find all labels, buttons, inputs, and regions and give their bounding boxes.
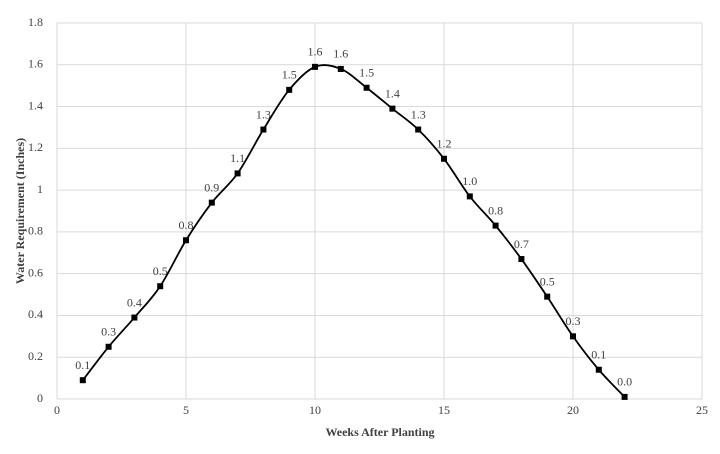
marker	[208, 199, 215, 206]
x-axis-title: Weeks After Planting	[325, 425, 434, 439]
marker	[234, 170, 241, 177]
marker	[621, 393, 628, 400]
x-tick-label: 25	[696, 403, 708, 417]
marker	[337, 65, 344, 72]
y-tick-label: 0	[37, 391, 43, 405]
data-label: 1.0	[462, 174, 477, 188]
data-label: 1.3	[411, 107, 426, 121]
marker	[157, 283, 164, 290]
data-label: 1.5	[359, 66, 374, 80]
data-label: 0.5	[153, 264, 168, 278]
data-label: 1.1	[230, 151, 245, 165]
data-label: 0.1	[75, 358, 90, 372]
marker	[286, 86, 293, 93]
data-label: 0.3	[566, 314, 581, 328]
x-tick-label: 15	[438, 403, 450, 417]
marker	[260, 126, 267, 133]
marker	[415, 126, 422, 133]
marker	[79, 377, 86, 384]
marker	[518, 256, 525, 263]
data-label: 0.5	[540, 274, 555, 288]
data-label: 1.2	[437, 137, 452, 151]
y-tick-label: 0.4	[28, 307, 43, 321]
data-label: 0.1	[591, 348, 606, 362]
data-label: 1.5	[282, 68, 297, 82]
marker	[466, 193, 473, 200]
marker	[363, 84, 370, 91]
data-label: 0.0	[617, 375, 632, 389]
marker	[595, 366, 602, 373]
data-label: 0.4	[127, 295, 142, 309]
marker	[131, 314, 138, 321]
marker	[183, 237, 189, 244]
y-tick-label: 1.2	[28, 140, 43, 154]
marker	[105, 343, 112, 350]
marker	[570, 333, 576, 340]
y-tick-label: 1.8	[28, 15, 43, 29]
data-label: 1.4	[385, 86, 400, 100]
y-tick-label: 1.6	[28, 57, 43, 71]
marker	[492, 222, 499, 229]
y-tick-label: 1.4	[28, 98, 43, 112]
data-label: 1.6	[333, 47, 348, 61]
x-tick-label: 0	[54, 403, 60, 417]
marker	[544, 293, 551, 300]
y-tick-label: 1	[37, 182, 43, 196]
line	[82, 64, 626, 398]
y-tick-label: 0.8	[28, 224, 43, 238]
data-label: 1.3	[256, 107, 271, 121]
x-tick-label: 20	[567, 403, 579, 417]
data-label: 0.7	[514, 237, 529, 251]
x-tick-label: 5	[183, 403, 189, 417]
y-tick-label: 0.2	[28, 349, 43, 363]
y-tick-label: 0.6	[28, 265, 43, 279]
data-label: 0.3	[101, 325, 116, 339]
marker	[441, 155, 447, 162]
data-label: 0.8	[488, 203, 503, 217]
marker	[389, 105, 396, 112]
data-label: 0.9	[204, 180, 219, 194]
y-axis-title: Water Requirement (Inches)	[13, 138, 27, 284]
data-label: 1.6	[308, 45, 323, 59]
x-tick-label: 10	[309, 403, 321, 417]
data-label: 0.8	[179, 218, 194, 232]
marker	[312, 63, 318, 70]
